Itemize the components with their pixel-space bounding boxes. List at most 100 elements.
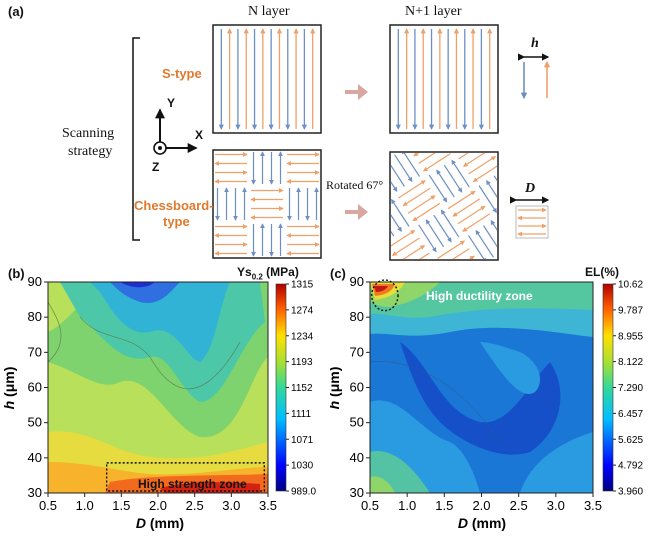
scan-track <box>412 202 441 222</box>
scan-track <box>397 245 426 259</box>
scan-track <box>467 235 487 259</box>
scan-track <box>402 252 430 259</box>
axis-x-label: X <box>195 128 204 142</box>
scan-track <box>502 171 519 198</box>
chessboard-transition-arrow <box>345 204 368 220</box>
y-tick-label: 30 <box>350 485 364 500</box>
scan-track <box>475 229 494 258</box>
x-tick-label: 0.5 <box>39 498 57 513</box>
y-tick-label: 70 <box>28 344 42 359</box>
colorbar-tick-label: 3.960 <box>618 487 643 498</box>
panel-b-label: (b) <box>8 266 25 281</box>
scan-track <box>391 253 392 259</box>
scan-track <box>348 235 375 252</box>
colorbar-tick-label: 1274 <box>291 305 314 316</box>
scan-track <box>330 154 347 181</box>
scan-track <box>402 187 431 207</box>
y-tick-label: 50 <box>28 415 42 430</box>
n1-layer-header: N+1 layer <box>405 4 462 19</box>
scan-track <box>391 204 402 232</box>
y-tick-label: 80 <box>28 309 42 324</box>
high-strength-zone-box <box>105 462 266 492</box>
chessboard-n1-layer-square <box>330 121 589 262</box>
scan-track <box>422 153 451 172</box>
ys-y-axis-label: h (μm) <box>1 367 17 410</box>
colorbar-tick-label: 1071 <box>291 435 314 446</box>
x-tick-label: 0.5 <box>361 498 379 513</box>
el-colorbar <box>602 283 614 492</box>
scan-track <box>345 144 362 171</box>
colorbar-tick-label: 10.62 <box>618 280 643 291</box>
scan-track <box>353 243 380 260</box>
x-tick-label: 3.0 <box>547 498 565 513</box>
el-x-axis-label: D (mm) <box>458 515 506 531</box>
y-tick-label: 60 <box>28 380 42 395</box>
scan-track <box>513 160 540 177</box>
scan-track <box>452 198 481 217</box>
scan-track <box>512 121 529 148</box>
scan-track <box>442 248 470 259</box>
x-tick-label: 1.0 <box>76 498 94 513</box>
scan-track <box>418 224 437 253</box>
scan-track <box>338 220 365 237</box>
x-tick-label: 3.5 <box>259 498 277 513</box>
x-tick-label: 1.5 <box>435 498 453 513</box>
scan-track <box>398 180 426 199</box>
scan-track <box>428 174 448 203</box>
colorbar-tick-label: 1152 <box>291 383 313 394</box>
s-type-label: S-type <box>162 66 202 81</box>
x-tick-label: 3.5 <box>584 498 602 513</box>
s-type-n1-layer-square <box>389 24 499 134</box>
colorbar-tick-label: 1315 <box>291 280 314 291</box>
scan-track <box>458 153 486 160</box>
colorbar-tick-label: 1234 <box>291 331 314 342</box>
panel-a-label: (a) <box>8 4 24 19</box>
strategy-bracket <box>132 37 140 241</box>
scan-track <box>433 214 452 243</box>
scan-track <box>391 229 416 249</box>
scan-track <box>558 228 585 245</box>
scan-track <box>548 212 575 229</box>
scan-track <box>363 193 390 210</box>
scan-track <box>457 205 486 225</box>
n-layer-header: N layer <box>248 4 290 19</box>
x-tick-label: 2.5 <box>510 498 528 513</box>
colorbar-tick-label: 8.955 <box>618 331 643 342</box>
scan-track <box>562 235 589 252</box>
scan-track <box>551 181 568 208</box>
scan-track <box>407 195 436 214</box>
scan-track <box>391 198 410 227</box>
strategy-label: strategy <box>68 144 113 159</box>
x-tick-label: 2.5 <box>186 498 204 513</box>
el-heatmap-chart: 0.5 1.0 1.5 2.0 2.5 3.0 3.5 30 40 50 60 70 80 90 10.62… <box>330 274 644 531</box>
scan-track <box>437 240 466 259</box>
chessboard-label-1: Chessboard- <box>134 198 214 213</box>
scan-track <box>352 139 369 166</box>
scan-track <box>462 213 490 232</box>
colorbar-tick-label: 4.792 <box>618 461 643 472</box>
scan-track <box>486 180 497 208</box>
scan-track <box>391 237 420 256</box>
ys-heatmap-field <box>48 282 268 493</box>
high-ductility-zone-label: High ductility zone <box>426 289 533 303</box>
scan-track <box>418 153 446 164</box>
y-tick-label: 90 <box>28 274 42 289</box>
x-tick-label: 1.0 <box>398 498 416 513</box>
colorbar-tick-label: 8.122 <box>618 357 643 368</box>
scan-track <box>468 156 497 175</box>
scan-track <box>518 246 535 262</box>
scan-track <box>490 220 497 248</box>
x-tick-label: 3.0 <box>222 498 240 513</box>
scan-track <box>391 153 397 154</box>
scanning-label: Scanning <box>62 126 115 141</box>
scan-track <box>472 163 497 183</box>
axis-y-label: Y <box>167 96 176 110</box>
x-tick-label: 2.0 <box>149 498 167 513</box>
ys-colorbar <box>275 283 287 492</box>
scan-track <box>394 154 413 183</box>
colorbar-tick-label: 5.625 <box>618 435 643 446</box>
scan-track <box>526 241 543 262</box>
scan-track <box>447 190 476 210</box>
y-tick-label: 80 <box>350 309 364 324</box>
el-axes: 0.5 1.0 1.5 2.0 2.5 3.0 3.5 30 40 50 60 70 80 90 10.62… <box>350 274 644 513</box>
